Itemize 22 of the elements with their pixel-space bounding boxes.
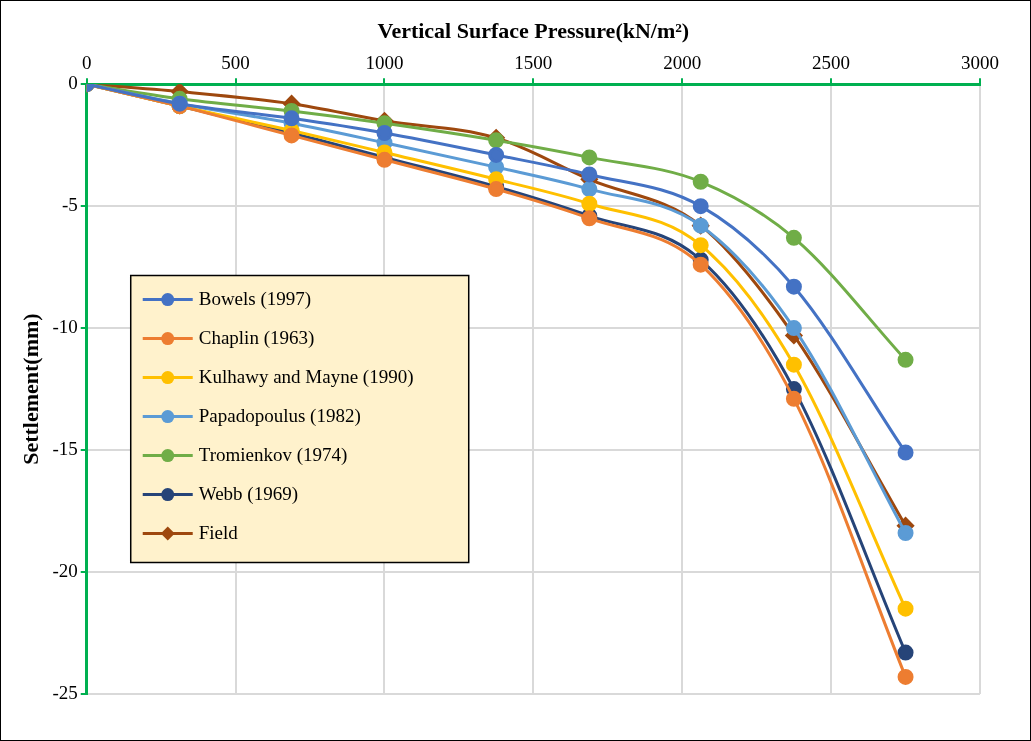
x-tick-label: 500: [221, 51, 250, 73]
y-tick-label: -25: [52, 681, 78, 703]
legend-label: Field: [198, 521, 239, 543]
x-tick-label: 2500: [812, 51, 851, 73]
legend-label: Chaplin (1963): [198, 326, 315, 349]
x-tick-label: 2000: [663, 51, 702, 73]
x-tick-label: 3000: [961, 51, 999, 73]
y-tick-label: -5: [61, 194, 78, 216]
y-axis-title: Settlement(mm): [17, 313, 43, 465]
legend-label: Bowels (1997): [198, 287, 312, 310]
y-tick-label: -20: [52, 560, 78, 582]
legend-label: Kulhawy and Mayne (1990): [198, 365, 414, 388]
x-tick-label: 0: [81, 51, 92, 73]
legend-label: Papadopoulus (1982): [198, 404, 361, 427]
y-tick-label: 0: [68, 72, 78, 94]
y-tick-label: -15: [52, 438, 78, 460]
legend-label: Webb (1969): [198, 482, 298, 505]
x-tick-label: 1000: [365, 51, 404, 73]
legend-label: Tromienkov (1974): [198, 443, 348, 466]
x-axis-title: Vertical Surface Pressure(kN/m²): [377, 17, 690, 43]
y-tick-label: -10: [52, 316, 78, 338]
x-tick-label: 1500: [514, 51, 553, 73]
